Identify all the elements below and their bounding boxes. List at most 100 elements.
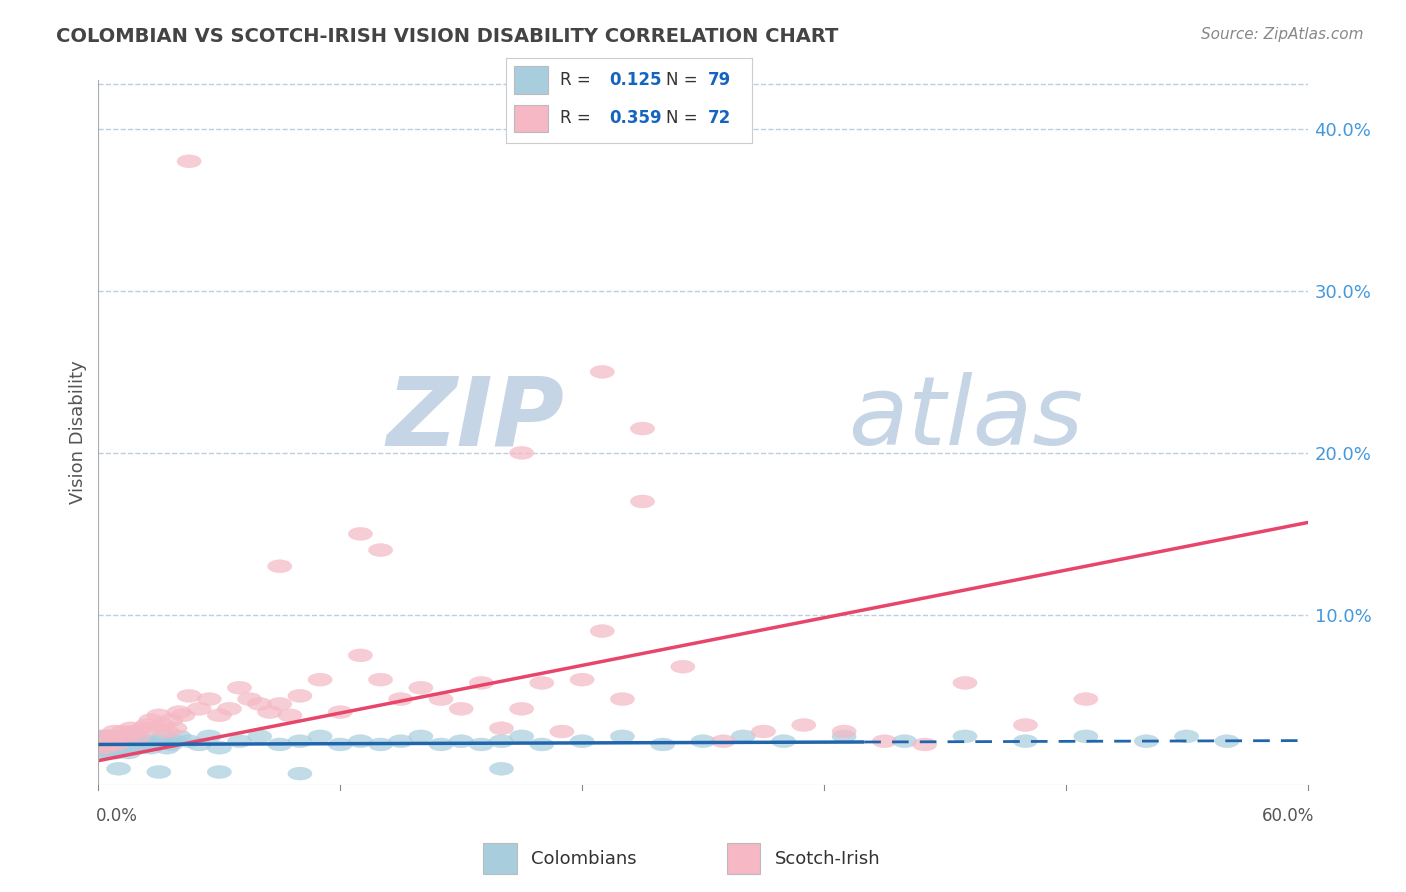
Ellipse shape — [630, 495, 655, 508]
Text: R =: R = — [560, 109, 596, 128]
Ellipse shape — [1174, 730, 1199, 743]
Ellipse shape — [872, 735, 897, 747]
Ellipse shape — [122, 725, 146, 738]
Text: 0.0%: 0.0% — [96, 807, 138, 825]
Ellipse shape — [530, 738, 554, 751]
Ellipse shape — [98, 735, 122, 747]
FancyBboxPatch shape — [727, 843, 761, 874]
Ellipse shape — [155, 725, 179, 738]
Ellipse shape — [630, 422, 655, 435]
Ellipse shape — [187, 738, 211, 751]
Ellipse shape — [409, 730, 433, 743]
Ellipse shape — [105, 735, 129, 747]
Ellipse shape — [489, 722, 513, 735]
Text: 0.125: 0.125 — [610, 71, 662, 89]
Ellipse shape — [112, 741, 136, 754]
Ellipse shape — [114, 730, 139, 743]
Ellipse shape — [114, 730, 139, 743]
Ellipse shape — [159, 714, 183, 727]
Ellipse shape — [118, 722, 143, 735]
Ellipse shape — [159, 738, 183, 751]
Ellipse shape — [388, 735, 413, 747]
Ellipse shape — [267, 698, 292, 710]
Ellipse shape — [288, 767, 312, 780]
Ellipse shape — [832, 730, 856, 743]
Ellipse shape — [1074, 730, 1098, 743]
Ellipse shape — [1135, 735, 1159, 747]
Ellipse shape — [103, 741, 127, 754]
Ellipse shape — [228, 681, 252, 694]
Ellipse shape — [912, 738, 936, 751]
Ellipse shape — [690, 735, 716, 747]
Ellipse shape — [94, 730, 118, 743]
Ellipse shape — [953, 676, 977, 690]
Ellipse shape — [94, 730, 118, 743]
Ellipse shape — [101, 735, 125, 747]
Ellipse shape — [197, 730, 221, 743]
Ellipse shape — [1014, 735, 1038, 747]
Ellipse shape — [146, 709, 172, 722]
Ellipse shape — [172, 709, 195, 722]
Ellipse shape — [107, 741, 131, 754]
Ellipse shape — [509, 702, 534, 715]
Ellipse shape — [288, 690, 312, 702]
Ellipse shape — [104, 738, 129, 751]
Ellipse shape — [89, 741, 112, 754]
Ellipse shape — [832, 725, 856, 738]
Ellipse shape — [368, 543, 392, 557]
Ellipse shape — [167, 730, 191, 743]
Ellipse shape — [93, 741, 118, 754]
Text: R =: R = — [560, 71, 596, 89]
Text: Scotch-Irish: Scotch-Irish — [775, 849, 880, 868]
Ellipse shape — [449, 735, 474, 747]
Ellipse shape — [550, 725, 574, 738]
Ellipse shape — [100, 730, 125, 743]
Ellipse shape — [449, 702, 474, 715]
Ellipse shape — [118, 738, 143, 751]
Text: 60.0%: 60.0% — [1263, 807, 1315, 825]
Ellipse shape — [146, 735, 172, 747]
Ellipse shape — [107, 730, 131, 743]
Text: 72: 72 — [707, 109, 731, 128]
Text: N =: N = — [666, 109, 703, 128]
Ellipse shape — [1014, 719, 1038, 731]
Ellipse shape — [731, 730, 755, 743]
Ellipse shape — [89, 738, 112, 751]
Ellipse shape — [651, 738, 675, 751]
Ellipse shape — [591, 366, 614, 378]
Ellipse shape — [470, 676, 494, 690]
Ellipse shape — [489, 735, 513, 747]
Ellipse shape — [278, 709, 302, 722]
Ellipse shape — [117, 746, 141, 759]
Ellipse shape — [91, 746, 115, 759]
Ellipse shape — [429, 692, 453, 706]
Ellipse shape — [569, 735, 595, 747]
Ellipse shape — [207, 765, 232, 779]
Ellipse shape — [257, 706, 281, 719]
Ellipse shape — [143, 738, 167, 751]
FancyBboxPatch shape — [513, 67, 548, 94]
Ellipse shape — [349, 735, 373, 747]
Ellipse shape — [96, 738, 120, 751]
Text: atlas: atlas — [848, 372, 1083, 465]
Ellipse shape — [792, 719, 815, 731]
Ellipse shape — [247, 730, 271, 743]
Ellipse shape — [177, 690, 201, 702]
Ellipse shape — [97, 735, 121, 747]
Text: ZIP: ZIP — [387, 372, 564, 465]
Text: 0.359: 0.359 — [610, 109, 662, 128]
Ellipse shape — [135, 735, 159, 747]
Ellipse shape — [155, 741, 179, 754]
Ellipse shape — [610, 692, 634, 706]
Ellipse shape — [121, 741, 145, 754]
Ellipse shape — [111, 735, 135, 747]
Ellipse shape — [135, 719, 159, 731]
Ellipse shape — [187, 702, 211, 715]
Ellipse shape — [146, 765, 172, 779]
Text: Colombians: Colombians — [531, 849, 637, 868]
Ellipse shape — [131, 738, 155, 751]
Ellipse shape — [90, 735, 114, 747]
Ellipse shape — [509, 446, 534, 459]
Ellipse shape — [267, 560, 292, 573]
Ellipse shape — [207, 741, 232, 754]
